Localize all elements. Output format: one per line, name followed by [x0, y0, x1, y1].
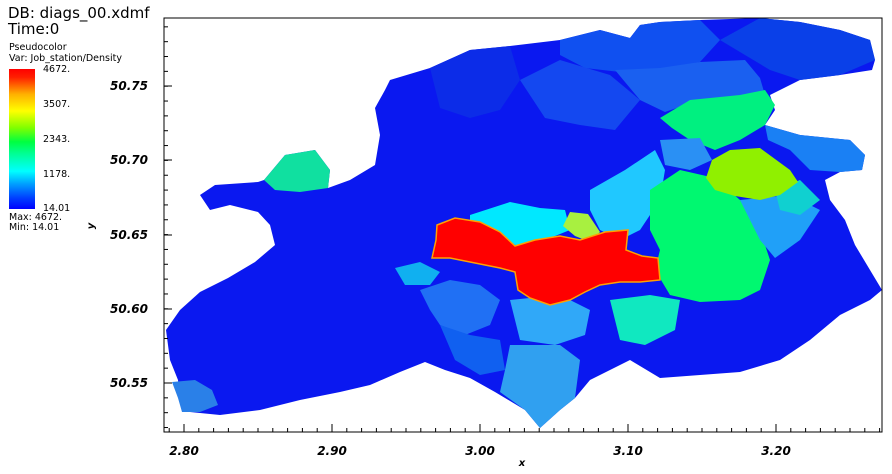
x-tick-label: 3.10: [613, 444, 643, 458]
plot-frame: [163, 17, 883, 433]
region-north-2: [720, 18, 875, 80]
region-north-5: [520, 60, 640, 130]
region-north-1: [560, 20, 720, 72]
colorbar-label-min: 14.01: [43, 203, 71, 214]
y-axis: 50.55 50.60 50.65 50.70 50.75 y: [86, 79, 172, 390]
region-south-1: [420, 280, 500, 335]
colorbar: [9, 69, 35, 209]
y-tick-label: 50.75: [110, 79, 148, 93]
region-red-core: [431, 217, 661, 306]
region-south-2: [510, 295, 590, 345]
colorbar-label-2: 3507.: [43, 99, 71, 110]
x-tick-label: 2.80: [169, 444, 199, 458]
colorbar-label-4: 1178.: [43, 169, 71, 180]
region-turquoise-nw: [264, 150, 330, 192]
colorbar-label-3: 2343.: [43, 134, 71, 145]
region-west-cyan: [395, 262, 440, 285]
region-south-5: [440, 325, 505, 375]
y-tick-label: 50.55: [110, 376, 148, 390]
region-sw-patch: [172, 380, 218, 412]
region-north-4: [430, 46, 520, 118]
region-yellow-green: [706, 148, 798, 200]
region-center-green: [650, 170, 770, 302]
x-axis-title: x: [518, 458, 526, 469]
y-tick-label: 50.70: [110, 153, 148, 167]
x-tick-label: 3.20: [761, 444, 791, 458]
region-small-yellow: [563, 212, 600, 242]
region-south-3: [610, 295, 680, 345]
time-label: Time:0: [8, 20, 60, 38]
x-minor-ticks: [168, 428, 881, 432]
region-south-4: [500, 345, 580, 428]
y-tick-label: 50.65: [110, 228, 148, 242]
region-east-2: [660, 138, 712, 170]
y-axis-title: y: [86, 222, 97, 229]
x-tick-label: 2.90: [317, 444, 347, 458]
plot-type-label: Pseudocolor: [9, 42, 67, 53]
variable-label: Var: Job_station/Density: [9, 53, 122, 64]
colorbar-label-max: 4672.: [43, 64, 71, 75]
max-value-label: Max: 4672.: [9, 212, 63, 223]
region-east-1: [765, 125, 865, 172]
min-value-label: Min: 14.01: [9, 222, 60, 233]
y-tick-label: 50.60: [110, 302, 148, 316]
x-axis: 2.80 2.90 3.00 3.10 3.20 x: [169, 424, 791, 469]
y-minor-ticks: [164, 26, 168, 429]
x-tick-label: 3.00: [465, 444, 495, 458]
database-title: DB: diags_00.xdmf: [8, 4, 150, 22]
region-green-ne: [660, 90, 775, 150]
region-center-aqua: [590, 150, 665, 240]
density-map: [166, 18, 882, 428]
